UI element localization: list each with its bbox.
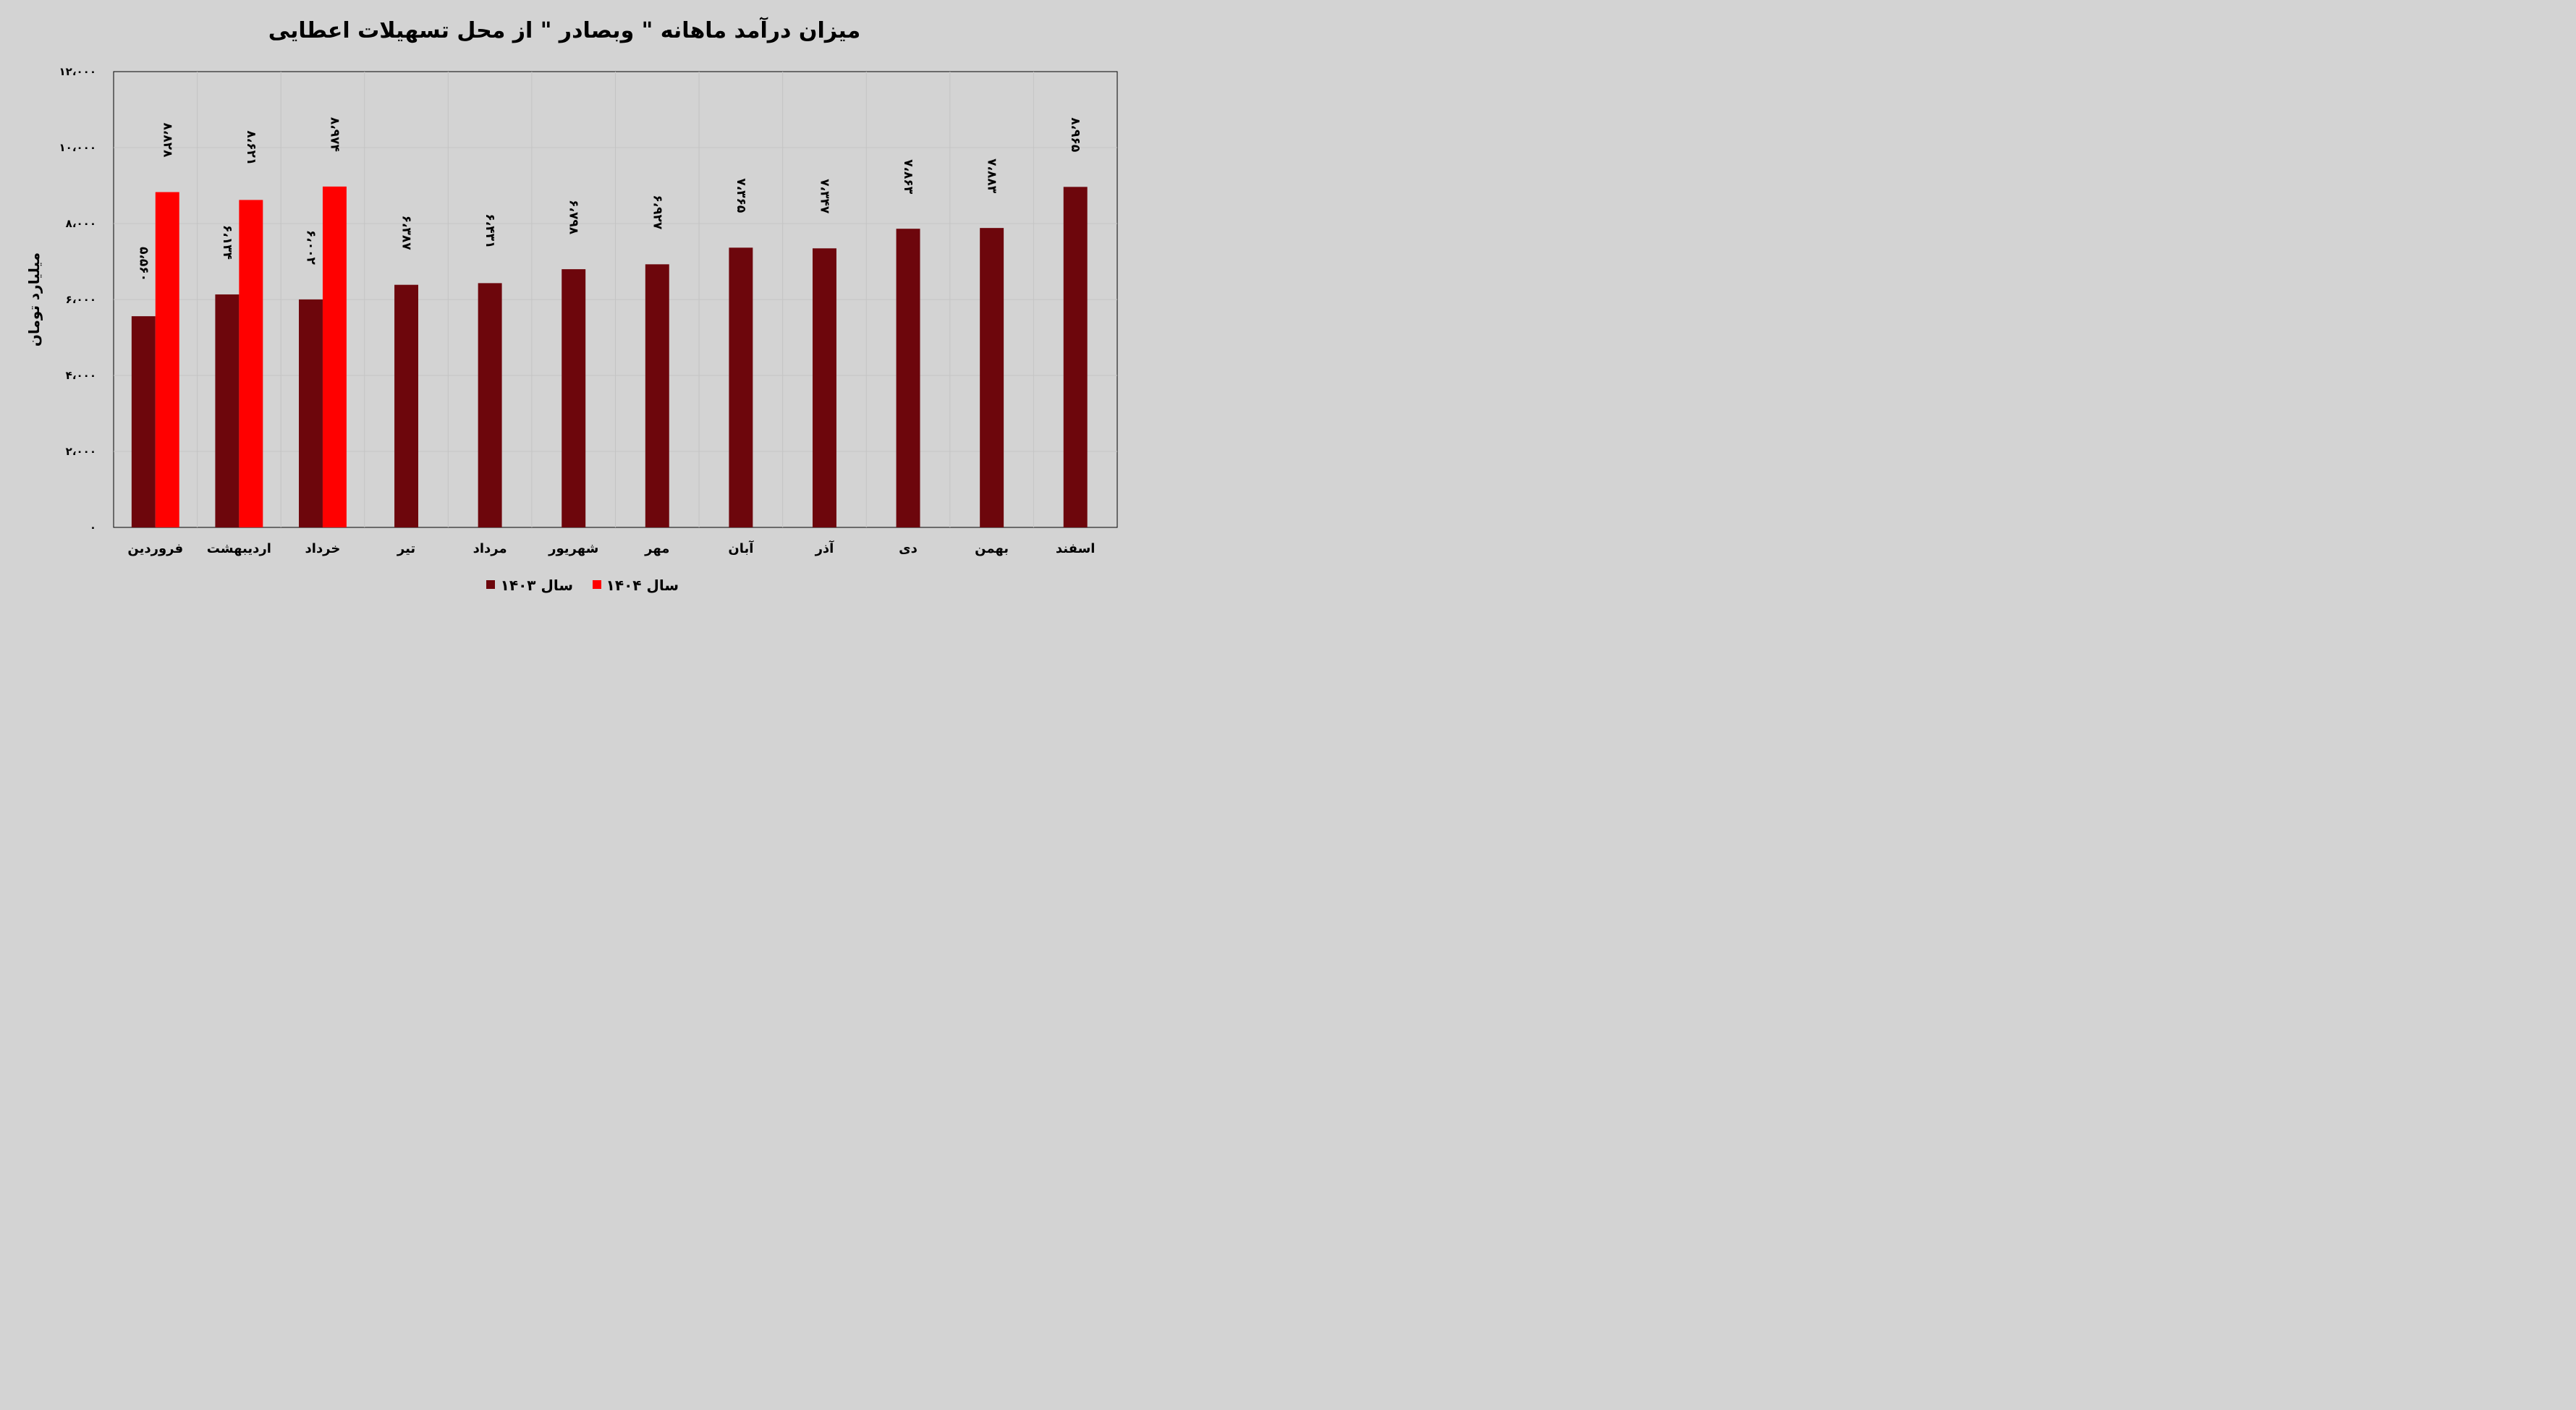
data-label-1-10: ۷،۸۶۳ bbox=[901, 159, 915, 195]
y-axis-label: میلیارد تومان bbox=[25, 252, 43, 347]
legend-swatch-2 bbox=[593, 580, 601, 589]
data-label-1-2: ۶،۱۳۴ bbox=[220, 225, 234, 260]
bar-1-4 bbox=[394, 284, 419, 527]
data-label-1-5: ۶،۴۳۱ bbox=[483, 213, 497, 248]
x-tick-label: مهر bbox=[644, 541, 669, 556]
bar-1-9 bbox=[812, 248, 836, 527]
bar-1-5 bbox=[478, 283, 502, 527]
x-tick-label: اردیبهشت bbox=[207, 541, 271, 556]
y-tick-label: ۱۰،۰۰۰ bbox=[59, 141, 96, 154]
data-label-2-3: ۸،۹۷۴ bbox=[327, 117, 342, 152]
y-tick-label: ۱۲،۰۰۰ bbox=[59, 65, 96, 78]
bar-1-11 bbox=[980, 228, 1004, 527]
legend-label-1: سال ۱۴۰۳ bbox=[501, 577, 573, 594]
bar-2-1 bbox=[155, 192, 179, 527]
data-label-1-8: ۷،۳۶۵ bbox=[734, 178, 748, 213]
bar-2-2 bbox=[239, 200, 263, 527]
chart-title: میزان درآمد ماهانه " وبصادر " از محل تسه… bbox=[268, 17, 860, 43]
x-tick-label: آبان bbox=[728, 540, 754, 556]
x-axis-ticks: فروردین اردیبهشت خرداد تیر مرداد شهریور مهر آبا… bbox=[127, 540, 1095, 556]
x-tick-label: بهمن bbox=[975, 541, 1009, 556]
legend: سال ۱۴۰۳ سال ۱۴۰۴ bbox=[486, 577, 679, 594]
legend-swatch-1 bbox=[486, 580, 495, 589]
bars bbox=[131, 186, 1088, 527]
y-tick-label: ۸،۰۰۰ bbox=[66, 217, 96, 230]
x-tick-label: مرداد bbox=[473, 541, 507, 556]
data-label-1-1: ۵،۵۶۰ bbox=[136, 247, 151, 281]
data-label-1-12: ۸،۹۶۵ bbox=[1068, 117, 1082, 152]
data-label-1-3: ۶،۰۰۲ bbox=[303, 230, 318, 266]
gridlines bbox=[114, 72, 1117, 527]
data-label-2-2: ۸،۶۲۱ bbox=[244, 130, 258, 165]
data-label-1-4: ۶،۳۸۷ bbox=[399, 216, 414, 251]
data-label-1-9: ۷،۳۴۷ bbox=[817, 179, 831, 214]
bar-1-7 bbox=[645, 264, 669, 527]
x-tick-label: خرداد bbox=[305, 541, 341, 556]
data-label-1-11: ۷،۸۸۳ bbox=[985, 158, 999, 194]
bar-2-3 bbox=[322, 186, 347, 527]
bar-1-1 bbox=[131, 316, 156, 527]
legend-label-2: سال ۱۴۰۴ bbox=[606, 577, 679, 594]
bar-1-8 bbox=[729, 247, 753, 527]
bar-1-3 bbox=[299, 299, 323, 527]
x-tick-label: آذر bbox=[815, 540, 835, 556]
y-tick-label: ۲،۰۰۰ bbox=[66, 445, 96, 458]
y-tick-label: ۶،۰۰۰ bbox=[66, 293, 96, 306]
bar-1-12 bbox=[1063, 187, 1088, 527]
chart-svg: میزان درآمد ماهانه " وبصادر " از محل تسه… bbox=[25, 17, 1118, 594]
bar-1-6 bbox=[562, 269, 586, 527]
x-tick-label: اسفند bbox=[1056, 541, 1096, 556]
data-label-2-1: ۸،۸۲۸ bbox=[160, 123, 174, 158]
y-axis-ticks: ۰ ۲،۰۰۰ ۴،۰۰۰ ۶،۰۰۰ ۸،۰۰۰ ۱۰،۰۰۰ ۱۲،۰۰۰ bbox=[59, 65, 96, 534]
bar-1-10 bbox=[896, 229, 920, 527]
x-tick-label: فروردین bbox=[127, 541, 183, 556]
bar-1-2 bbox=[215, 294, 240, 527]
x-tick-label: دی bbox=[899, 541, 918, 556]
data-labels: ۵،۵۶۰ ۸،۸۲۸ ۶،۱۳۴ ۸،۶۲۱ ۶،۰۰۲ ۸،۹۷۴ ۶،۳۸۷ ۶،۴۳۱… bbox=[136, 117, 1082, 281]
y-tick-label: ۴،۰۰۰ bbox=[66, 369, 96, 382]
data-label-1-7: ۶،۹۲۷ bbox=[650, 195, 664, 230]
chart-root: میزان درآمد ماهانه " وبصادر " از محل تسه… bbox=[0, 0, 1135, 621]
x-tick-label: تیر bbox=[397, 541, 415, 556]
x-tick-label: شهریور bbox=[548, 541, 598, 556]
data-label-1-6: ۶،۷۹۸ bbox=[567, 200, 581, 235]
y-tick-label: ۰ bbox=[90, 521, 96, 534]
